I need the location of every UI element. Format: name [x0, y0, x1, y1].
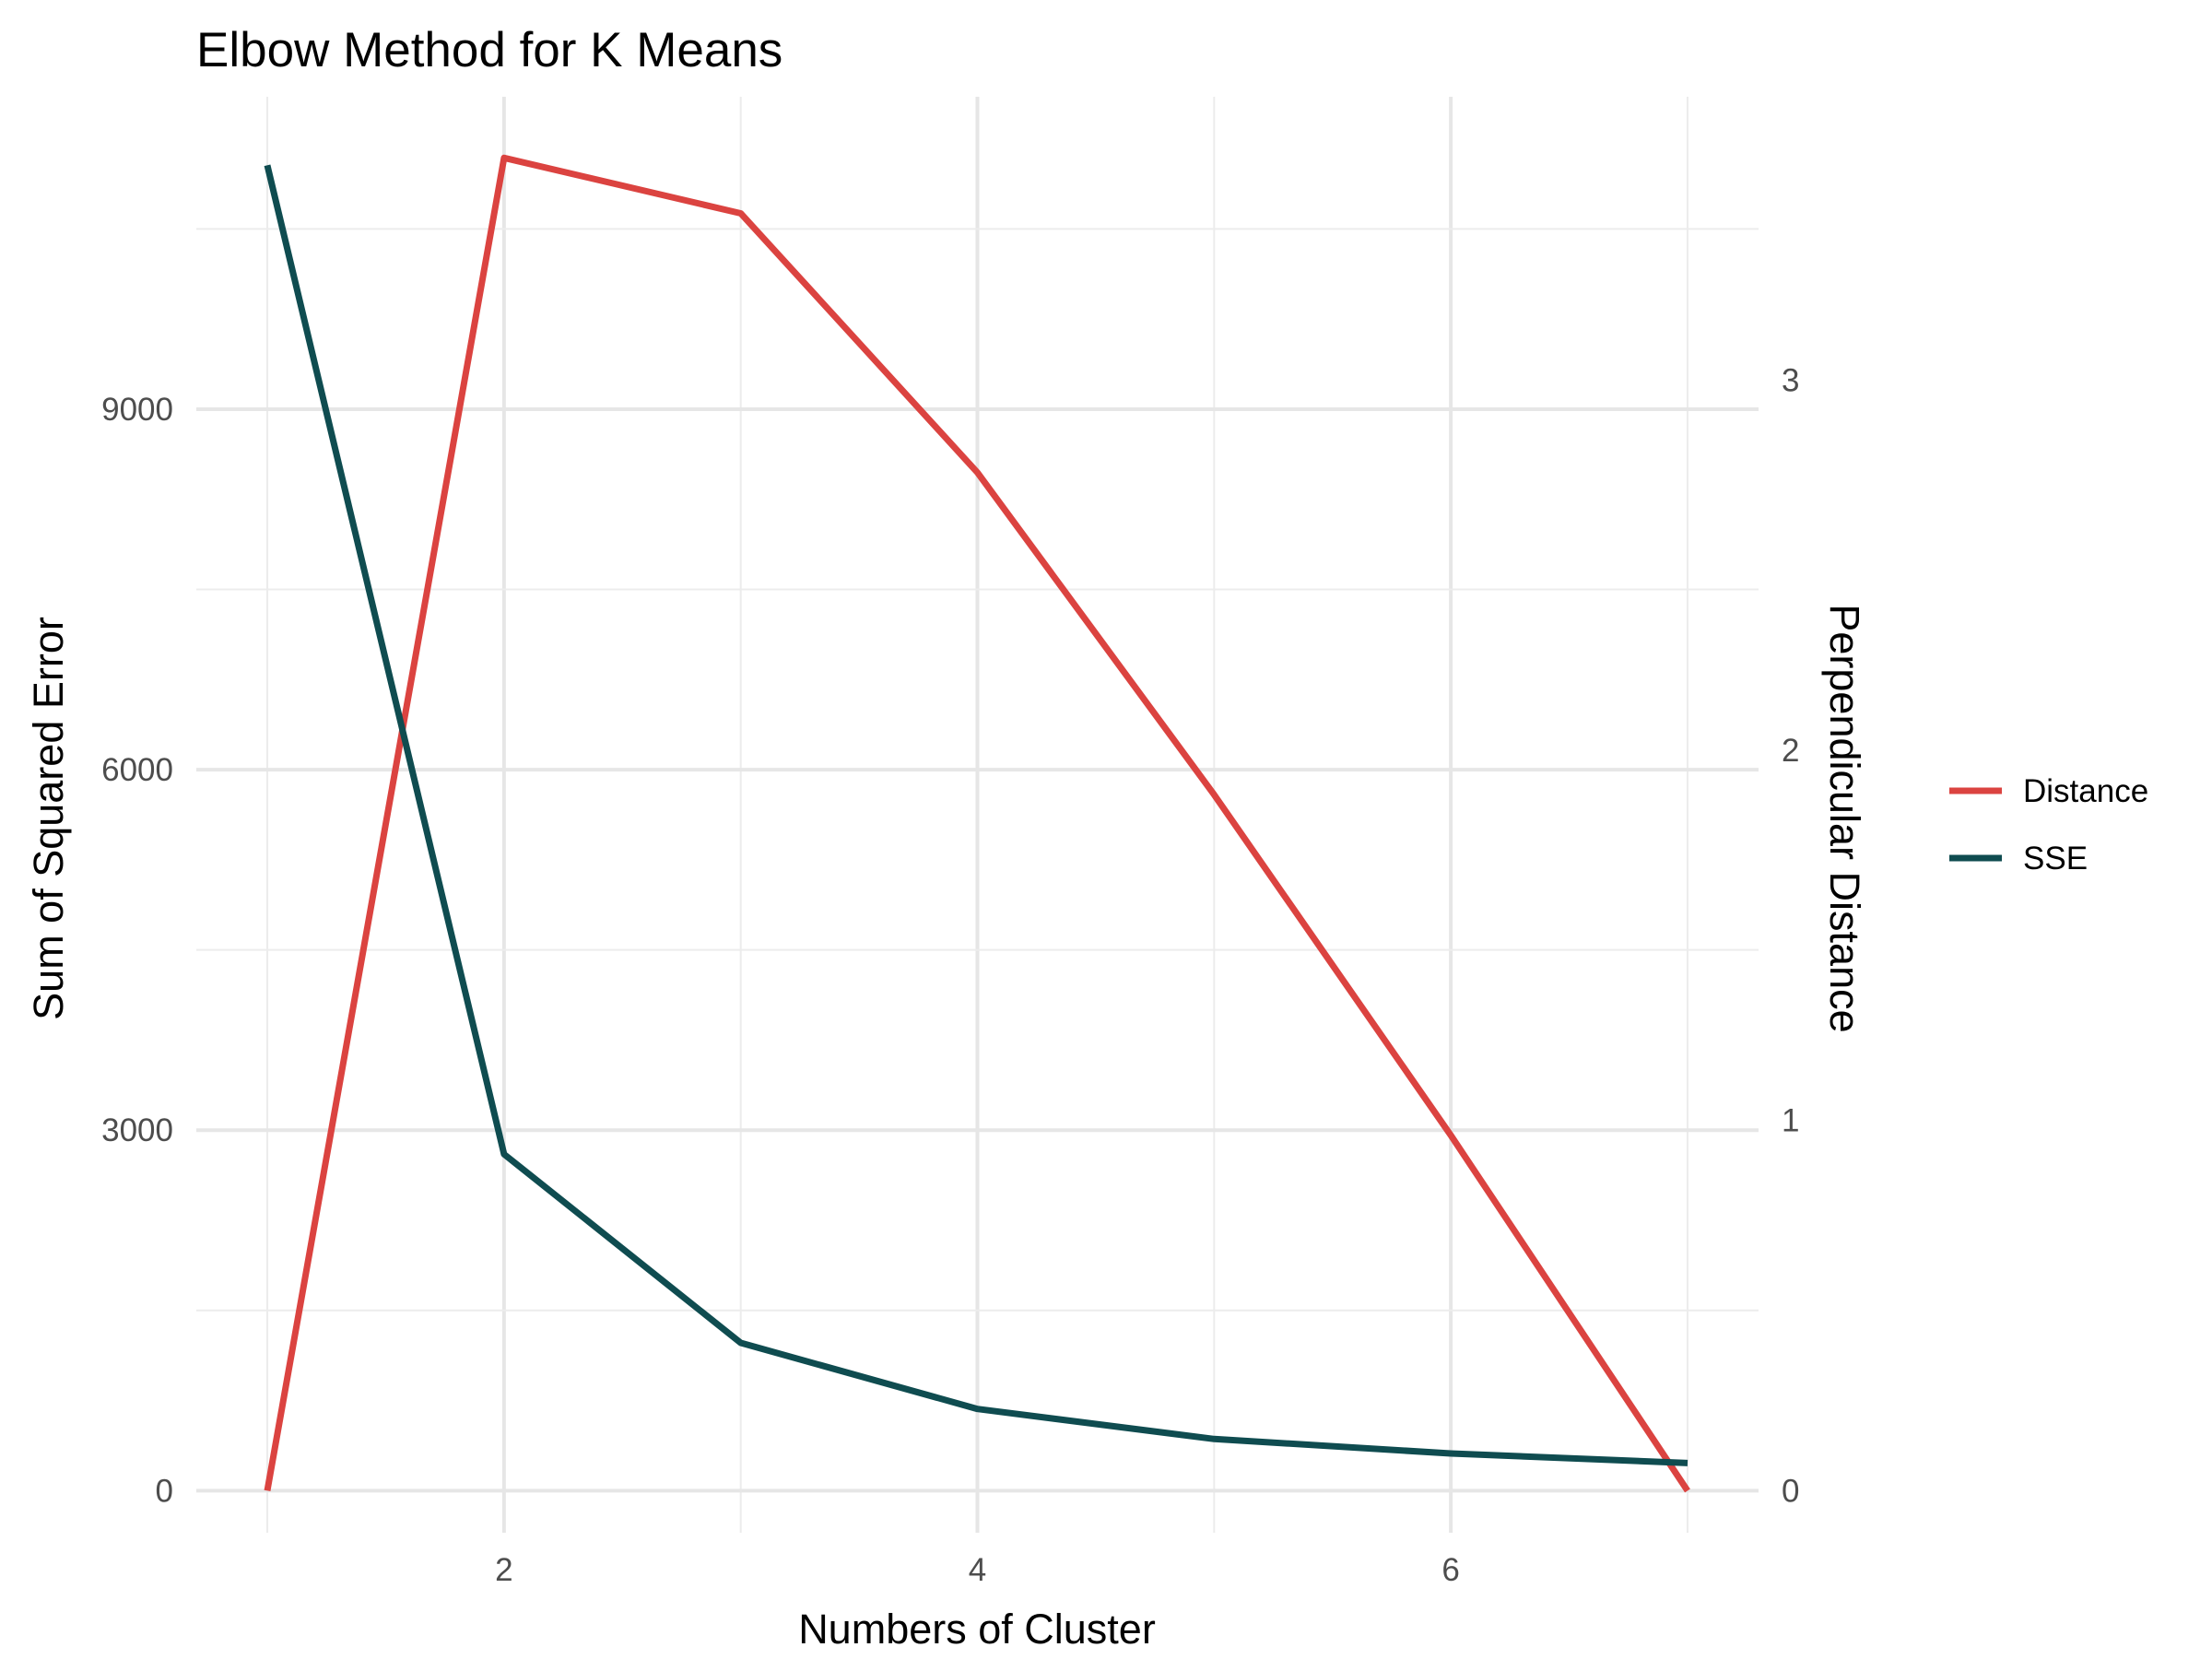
y-right-tick-label: 0: [1782, 1473, 1799, 1509]
x-axis-ticks: 2 4 6: [495, 1552, 1460, 1588]
y-left-tick-label: 3000: [101, 1112, 173, 1148]
y-axis-left-ticks: 0 3000 6000 9000: [101, 392, 173, 1509]
y-axis-left-title: Sum of Squared Error: [25, 617, 72, 1020]
legend-label-sse: SSE: [2023, 841, 2088, 877]
y-right-tick-label: 2: [1782, 733, 1799, 769]
legend: Distance SSE: [1949, 773, 2148, 877]
series-line-sse: [264, 164, 1688, 1466]
series-lines: [264, 154, 1690, 1493]
x-tick-label: 6: [1441, 1552, 1459, 1588]
x-tick-label: 4: [969, 1552, 986, 1588]
y-left-tick-label: 9000: [101, 392, 173, 428]
legend-label-distance: Distance: [2023, 773, 2148, 809]
x-tick-label: 2: [495, 1552, 512, 1588]
y-right-tick-label: 1: [1782, 1103, 1799, 1139]
y-axis-right-title: Perpendicular Distance: [1821, 604, 1868, 1032]
y-left-tick-label: 0: [156, 1473, 173, 1509]
grid: [196, 97, 1759, 1533]
y-right-tick-label: 3: [1782, 362, 1799, 398]
y-axis-right-ticks: 0 1 2 3: [1782, 362, 1799, 1509]
y-left-tick-label: 6000: [101, 752, 173, 788]
series-line-distance: [264, 154, 1690, 1493]
chart-title: Elbow Method for K Means: [196, 23, 782, 77]
x-axis-title: Numbers of Cluster: [798, 1606, 1156, 1653]
